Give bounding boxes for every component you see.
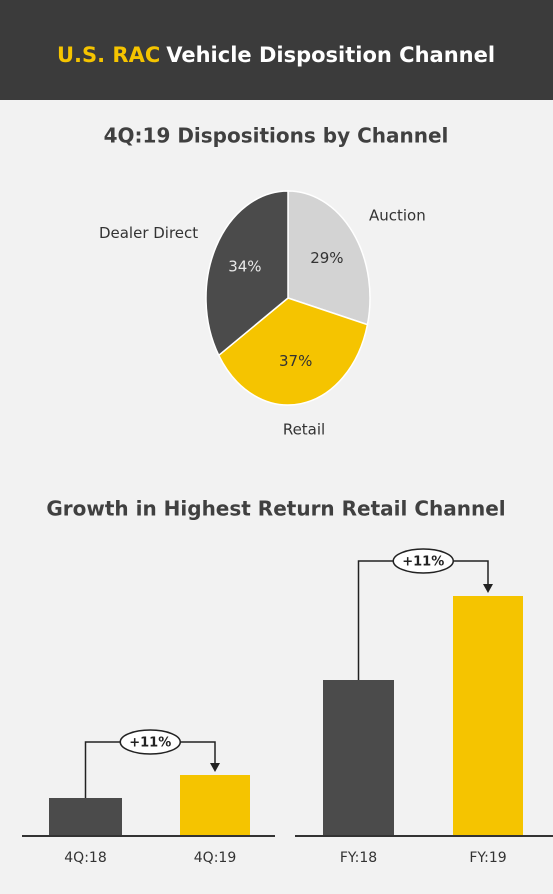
x-tick-label: 4Q:18 (64, 850, 106, 866)
header-highlight: U.S. RAC (57, 43, 160, 67)
bar (180, 775, 250, 836)
slice-category-label: Dealer Direct (99, 224, 198, 242)
growth-annotation: +11% (129, 736, 171, 751)
bar (453, 596, 523, 836)
header-title: U.S. RAC Vehicle Disposition Channel (57, 43, 495, 67)
pie-slice (287, 190, 371, 326)
x-tick-label: FY:18 (340, 850, 377, 866)
pie-slice (205, 190, 289, 357)
bar (323, 680, 394, 836)
section-title: Growth in Highest Return Retail Channel (46, 497, 505, 521)
annotation-oval (119, 729, 181, 755)
x-tick-label: 4Q:19 (194, 850, 236, 866)
slice-category-label: Auction (369, 207, 426, 225)
growth-arrowhead (210, 763, 220, 772)
growth-annotation: +11% (402, 555, 444, 570)
header-rest: Vehicle Disposition Channel (166, 43, 495, 67)
growth-arrowhead (483, 584, 493, 593)
slice-value-label: 34% (228, 258, 261, 276)
bar (49, 798, 122, 836)
header-bar (0, 0, 553, 100)
slice-value-label: 29% (310, 249, 343, 267)
slice-value-label: 37% (279, 352, 312, 370)
annotation-oval (392, 548, 454, 574)
x-tick-label: FY:19 (469, 850, 506, 866)
pie-title: 4Q:19 Dispositions by Channel (104, 124, 449, 148)
slice-category-label: Retail (283, 421, 325, 439)
